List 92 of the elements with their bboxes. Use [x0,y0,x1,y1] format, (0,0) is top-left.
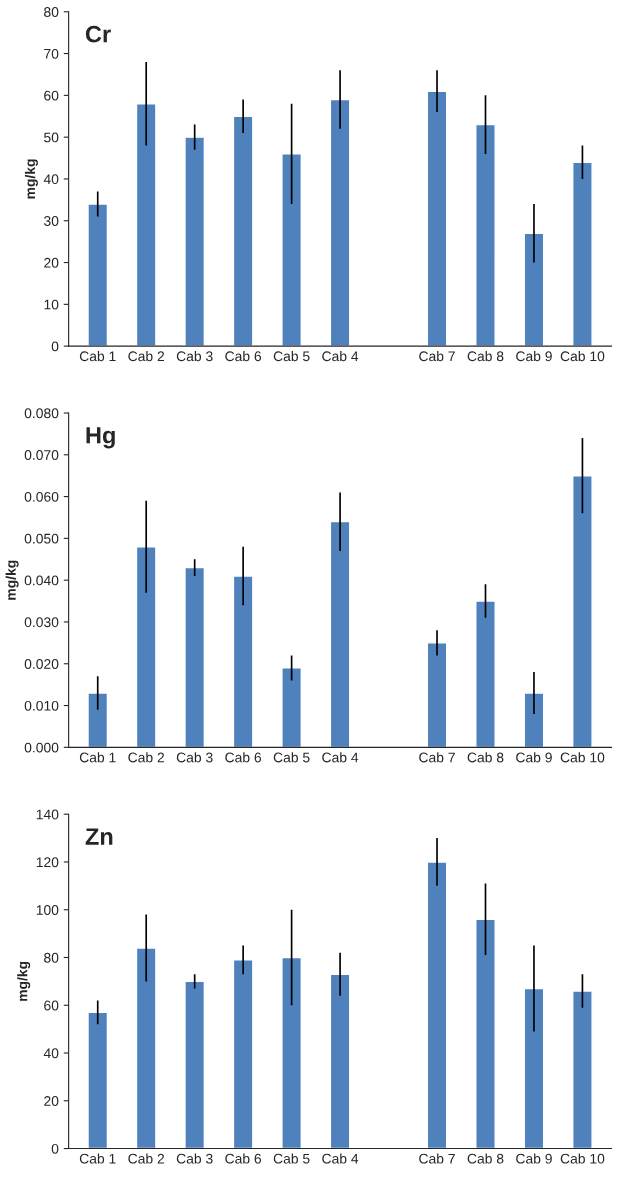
bar [475,600,496,748]
y-axis-title: mg/kg [5,560,19,600]
y-tick-label: 40 [43,174,59,185]
y-tick-label: 30 [44,216,59,226]
y-axis-title: mg/kg [17,961,31,1001]
bar [184,980,206,1149]
chart-title: Zn [85,828,113,845]
bar [523,692,545,748]
y-tick-label: 100 [36,905,59,915]
bar [87,203,109,347]
bar [426,90,448,347]
bar [572,990,593,1149]
y-tick-label: 0.070 [24,450,59,460]
x-tick-label: Cab 7 [419,752,455,763]
y-tick-label: 120 [36,857,59,868]
y-tick-label: 80 [44,952,59,963]
bar [135,103,157,347]
y-tick-label: 0.080 [24,408,59,419]
y-tick-label: 50 [44,132,59,143]
bar [184,566,206,748]
bar [523,987,545,1149]
y-tick-label: 0.010 [24,700,59,711]
bar [232,959,254,1149]
y-tick-label: 0.020 [24,659,59,669]
x-tick-label: Cab 3 [176,752,213,763]
y-tick-label: 0.040 [24,575,59,586]
x-tick-label: Cab 5 [273,1153,310,1164]
bar [475,123,496,347]
chart-title: Cr [85,25,111,43]
text: Hg [86,427,115,449]
x-tick-label: Cab 1 [79,350,116,362]
bar [475,918,496,1149]
bar [329,973,351,1149]
bar [523,232,545,347]
x-tick-label: Cab 9 [516,350,552,362]
y-tick-label: 40 [43,1048,59,1059]
y-tick-label: 0 [51,341,59,352]
x-tick-label: Cab 4 [322,1153,359,1164]
y-tick-label: 0 [51,1143,59,1154]
x-tick-label: Cab 6 [225,1153,262,1164]
bar [87,1011,109,1149]
x-tick-label: Cab 1 [79,1153,116,1164]
y-tick-label: 10 [44,299,59,310]
bar [184,136,206,347]
x-tick-label: Cab 8 [467,1153,504,1164]
bar [135,546,157,748]
x-tick-label: Cab 10 [560,752,605,763]
y-tick-label: 60 [44,90,59,101]
bar [426,861,448,1149]
y-tick-label: 60 [44,1000,59,1011]
bar [572,474,593,748]
y-tick-label: 20 [44,257,59,268]
y-axis-title: mg/kg [24,159,38,199]
x-tick-label: Cab 5 [273,350,310,362]
x-tick-label: Cab 6 [225,752,262,763]
bar [572,161,593,347]
x-tick-label: Cab 7 [419,350,455,362]
bar [232,575,254,748]
x-tick-label: Cab 4 [322,350,359,362]
x-tick-label: Cab 5 [273,752,310,763]
y-tick-label: 140 [36,809,59,820]
y-tick-label: 80 [44,7,59,17]
x-tick-label: Cab 9 [516,752,552,763]
x-tick-label: Cab 3 [176,1153,213,1164]
y-tick-label: 0.060 [24,491,59,502]
bar [232,115,254,347]
y-tick-label: 20 [44,1096,59,1106]
x-tick-label: Cab 8 [467,350,504,362]
x-tick-label: Cab 10 [560,1153,605,1164]
x-tick-label: Cab 7 [419,1153,455,1164]
y-tick-label: 70 [44,48,59,59]
x-tick-label: Cab 3 [176,350,213,362]
x-tick-label: Cab 8 [467,752,504,763]
bar [281,667,302,748]
x-tick-label: Cab 1 [79,752,116,763]
x-tick-label: Cab 2 [128,350,165,362]
x-tick-label: Cab 2 [128,1153,165,1164]
y-tick-label: 0.030 [24,617,59,628]
x-tick-label: Cab 10 [560,350,605,362]
x-tick-label: Cab 9 [516,1153,552,1164]
x-tick-label: Cab 4 [322,752,359,763]
bar [135,947,157,1149]
bar [281,153,302,347]
bar [87,692,109,748]
x-tick-label: Cab 2 [128,752,165,763]
bar [329,520,351,748]
y-tick-label: 0.000 [24,742,59,753]
bar [426,642,448,748]
bar [281,956,302,1149]
bar [329,98,351,347]
y-tick-label: 0.050 [24,533,59,544]
x-tick-label: Cab 6 [225,350,262,362]
